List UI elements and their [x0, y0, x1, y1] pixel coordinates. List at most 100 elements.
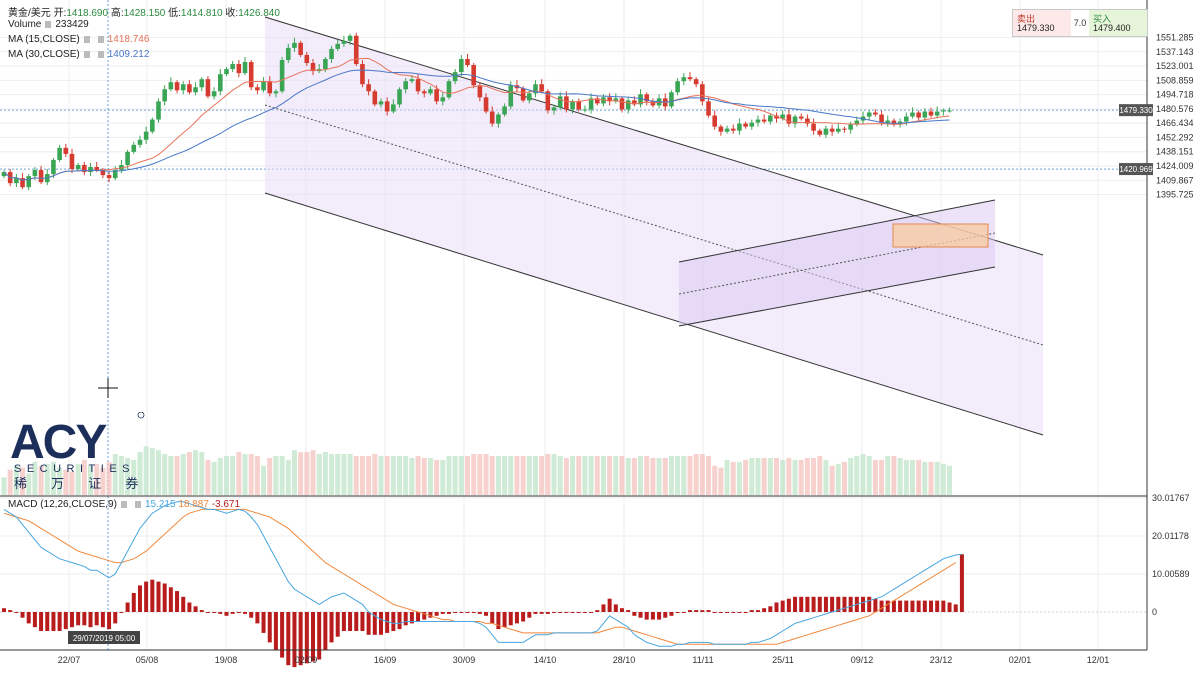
macd-histogram-bar	[657, 612, 662, 620]
settings-icon[interactable]	[134, 500, 141, 508]
macd-histogram-bar	[335, 612, 340, 637]
macd-histogram-bar	[595, 610, 600, 612]
macd-histogram-bar	[867, 596, 872, 612]
macd-histogram-bar	[737, 612, 742, 613]
x-tick-label: 25/11	[772, 655, 794, 665]
settings-icon[interactable]	[97, 50, 104, 58]
sell-price: 1479.330	[1017, 23, 1055, 33]
macd-histogram-bar	[879, 600, 884, 612]
volume-bar	[656, 457, 662, 495]
volume-bar	[681, 456, 687, 495]
price-tag-box	[1119, 163, 1153, 176]
candle-body	[384, 101, 390, 112]
candle-body	[446, 81, 452, 98]
candle-body	[57, 147, 62, 160]
x-tick-label: 12/01	[1087, 655, 1110, 665]
candle-body	[588, 98, 594, 110]
visibility-toggle-icon[interactable]	[83, 35, 90, 43]
visibility-toggle-icon[interactable]	[83, 50, 90, 58]
macd-histogram-bar	[496, 612, 501, 630]
low-value: 1414.810	[180, 8, 223, 19]
macd-histogram-bar	[731, 612, 736, 613]
volume-bar	[384, 456, 390, 495]
visibility-toggle-icon[interactable]	[45, 20, 52, 28]
volume-bar	[57, 467, 63, 495]
macd-histogram-bar	[329, 612, 334, 643]
macd-histogram-bar	[150, 579, 155, 612]
candle-body	[69, 153, 75, 170]
macd-histogram-bar	[459, 612, 464, 613]
signal-value: 18.887	[178, 499, 209, 510]
candle-body	[156, 101, 161, 120]
macd-histogram-bar	[107, 612, 112, 630]
buy-button[interactable]: 买入 1479.400	[1089, 10, 1147, 36]
volume-bar	[854, 456, 860, 495]
macd-histogram-bar	[484, 612, 489, 616]
candle-body	[941, 110, 946, 112]
macd-histogram-bar	[830, 596, 835, 612]
candle-body	[496, 114, 501, 124]
volume-bar	[724, 459, 730, 495]
volume-bar	[63, 469, 69, 495]
candle-body	[780, 114, 785, 119]
candle-body	[94, 167, 99, 171]
sell-button[interactable]: 卖出 1479.330	[1013, 10, 1071, 36]
macd-histogram-bar	[947, 602, 952, 612]
channel-upper	[264, 16, 1044, 256]
macd-histogram-bar	[904, 600, 909, 612]
candle-body	[873, 112, 878, 115]
volume-bar	[885, 456, 891, 495]
volume-bar	[879, 459, 885, 495]
candle-body	[632, 100, 637, 105]
candle-body	[421, 91, 427, 94]
volume-bar	[668, 456, 674, 495]
candle-body	[236, 64, 242, 74]
macd-histogram-bar	[768, 606, 773, 612]
candle-body	[162, 89, 167, 102]
candle-body	[669, 92, 674, 107]
volume-bar	[588, 456, 594, 495]
macd-histogram-bar	[416, 612, 421, 622]
candle-body	[619, 98, 625, 110]
volume-bar	[774, 457, 779, 495]
volume-bar	[199, 452, 205, 495]
settings-icon[interactable]	[97, 35, 104, 43]
volume-bar	[817, 456, 823, 495]
volume-bar	[26, 473, 32, 495]
macd-histogram-bar	[144, 581, 149, 612]
candle-body	[625, 100, 631, 110]
spread-value: 7.0	[1073, 18, 1087, 28]
candle-body	[211, 91, 217, 97]
volume-bar	[168, 456, 174, 495]
volume-label: Volume	[8, 19, 42, 30]
macd-histogram-bar	[440, 612, 445, 614]
macd-histogram-bar	[453, 612, 458, 613]
regression-channel	[264, 16, 1044, 436]
acy-logo: ACY SECURITIES 稀 万 证 券	[8, 411, 148, 494]
candle-body	[489, 111, 495, 124]
volume-bar	[557, 456, 563, 495]
price-legend: 黄金/美元 开:1418.690 高:1428.150 低:1414.810 收…	[8, 4, 280, 19]
candle-body	[347, 35, 353, 41]
candle-body	[88, 167, 93, 173]
y-tick-label: 1480.576	[1156, 104, 1194, 114]
macd-histogram-bar	[125, 602, 130, 612]
macd-histogram-bar	[372, 612, 377, 635]
macd-histogram-bar	[477, 612, 482, 614]
volume-bar	[940, 463, 946, 495]
candle-body	[749, 122, 755, 127]
buy-label: 买入	[1093, 14, 1112, 24]
visibility-toggle-icon[interactable]	[120, 500, 127, 508]
volume-bar	[434, 459, 440, 495]
macd-histogram-bar	[638, 612, 643, 618]
volume-bar	[539, 456, 545, 495]
volume-bar	[563, 457, 569, 495]
sub-channel-lower	[678, 266, 996, 327]
macd-histogram-bar	[743, 612, 748, 613]
macd-histogram-bar	[403, 612, 408, 626]
x-tick-label: 19/08	[215, 655, 238, 665]
candle-body	[372, 91, 378, 105]
macd-histogram-bar	[391, 612, 396, 631]
candle-body	[304, 54, 310, 64]
